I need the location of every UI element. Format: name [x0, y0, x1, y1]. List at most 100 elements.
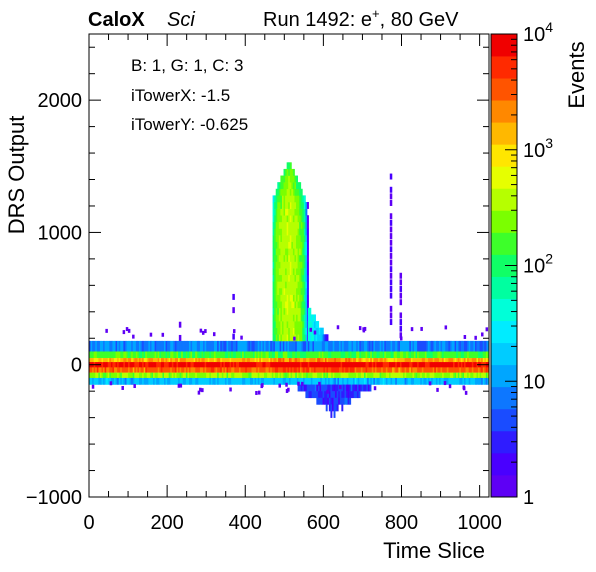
- heatmap-cell-pulse: [294, 274, 297, 282]
- heatmap-cell-baseline: [295, 358, 298, 363]
- heatmap-cell-baseline: [145, 372, 148, 379]
- heatmap-cell-pulse: [306, 274, 309, 282]
- heatmap-cell-baseline: [107, 377, 110, 385]
- heatmap-cell-baseline: [249, 362, 252, 368]
- heatmap-cell-baseline: [99, 367, 102, 373]
- heatmap-cell-baseline: [98, 377, 101, 385]
- heatmap-cell-baseline: [95, 372, 98, 379]
- heatmap-cell-pulse: [305, 254, 308, 262]
- heatmap-cell-baseline: [328, 372, 331, 379]
- heatmap-cell-baseline: [384, 340, 387, 352]
- heatmap-cell-pulse: [285, 321, 288, 328]
- heatmap-cell-undershoot: [335, 404, 338, 412]
- heatmap-cell-undershoot: [300, 384, 303, 392]
- heatmap-cell-pulse: [281, 327, 284, 335]
- heatmap-cell-baseline: [353, 367, 356, 373]
- heatmap-cell-baseline: [104, 367, 107, 373]
- heatmap-cell-baseline: [206, 372, 209, 379]
- heatmap-cell-undershoot: [325, 404, 328, 412]
- heatmap-cell-pulse: [281, 248, 284, 256]
- heatmap-cell-baseline: [318, 362, 321, 368]
- heatmap-cell-baseline: [445, 340, 448, 352]
- heatmap-cell-pulse: [280, 307, 283, 315]
- heatmap-cell-baseline: [468, 372, 471, 379]
- heatmap-cell-baseline: [320, 340, 323, 352]
- heatmap-cell-baseline: [215, 340, 218, 352]
- heatmap-cell-baseline: [437, 377, 440, 385]
- heatmap-cell-baseline: [157, 340, 160, 352]
- heatmap-cell-pulse: [306, 268, 309, 276]
- heatmap-cell-pulse: [306, 261, 309, 269]
- heatmap-cell-pulse: [272, 235, 275, 242]
- heatmap-cell-baseline: [245, 358, 248, 363]
- heatmap-cell-baseline: [298, 351, 301, 359]
- heatmap-cell-baseline: [260, 377, 263, 385]
- heatmap-cell-pulse: [280, 235, 283, 242]
- heatmap-cell-baseline: [265, 377, 268, 385]
- heatmap-cell-baseline: [264, 367, 266, 373]
- heatmap-cell-baseline: [464, 372, 466, 379]
- heatmap-cell-baseline: [190, 362, 193, 368]
- heatmap-cell-baseline: [373, 358, 376, 363]
- heatmap-cell-baseline: [329, 351, 332, 359]
- heatmap-cell-pulse: [296, 221, 298, 229]
- heatmap-cell-sparse: [232, 333, 235, 340]
- heatmap-cell-baseline: [367, 340, 370, 352]
- heatmap-cell-baseline: [231, 351, 234, 359]
- heatmap-cell-pulse: [280, 287, 283, 295]
- heatmap-cell-tail: [323, 334, 326, 342]
- heatmap-cell-baseline: [467, 340, 470, 352]
- heatmap-cell-baseline: [432, 358, 435, 363]
- heatmap-cell-baseline: [370, 372, 373, 379]
- heatmap-cell-baseline: [207, 377, 210, 385]
- heatmap-cell-baseline: [421, 377, 424, 385]
- heatmap-cell-pulse: [294, 175, 297, 183]
- heatmap-cell-baseline: [117, 358, 120, 363]
- heatmap-cell-pulse: [300, 301, 303, 309]
- color-bar-segment: [491, 188, 517, 211]
- heatmap-cell-pulse: [296, 228, 298, 236]
- heatmap-cell-baseline: [434, 340, 437, 352]
- heatmap-cell-pulse: [303, 261, 306, 269]
- heatmap-cell-baseline: [231, 340, 234, 352]
- heatmap-cell-baseline: [337, 367, 340, 373]
- heatmap-cell-pulse: [296, 294, 298, 302]
- heatmap-cell-baseline: [401, 362, 404, 368]
- heatmap-cell-baseline: [401, 367, 404, 373]
- heatmap-cell-undershoot: [306, 384, 309, 392]
- heatmap-cell-pulse: [302, 327, 305, 335]
- heatmap-cell-baseline: [321, 358, 324, 363]
- heatmap-cell-baseline: [279, 377, 282, 385]
- heatmap-cell-baseline: [307, 358, 310, 363]
- heatmap-cell-baseline: [440, 358, 443, 363]
- heatmap-cell-baseline: [389, 362, 391, 368]
- heatmap-cell-baseline: [164, 367, 166, 373]
- heatmap-cell-pulse: [305, 241, 308, 249]
- heatmap-cell-pulse: [281, 221, 284, 229]
- color-bar-segment: [491, 254, 517, 277]
- heatmap-cell-noise: [125, 327, 129, 332]
- heatmap-cell-pulse: [280, 274, 283, 282]
- heatmap-cell-pulse: [278, 274, 281, 282]
- heatmap-cell-baseline: [435, 340, 438, 352]
- heatmap-cell-baseline: [349, 351, 352, 359]
- heatmap-cell-baseline: [167, 367, 170, 373]
- heatmap-cell-baseline: [437, 340, 440, 352]
- heatmap-cell-noise: [444, 325, 448, 330]
- heatmap-cell-baseline: [132, 340, 135, 352]
- heatmap-cell-baseline: [351, 367, 354, 373]
- heatmap-cell-undershoot: [355, 391, 358, 399]
- heatmap-cell-baseline: [384, 367, 387, 373]
- heatmap-cell-baseline: [449, 372, 452, 379]
- heatmap-cell-baseline: [299, 340, 302, 352]
- heatmap-cell-baseline: [114, 362, 116, 368]
- heatmap-cell-baseline: [409, 367, 412, 373]
- heatmap-cell-baseline: [98, 340, 101, 352]
- heatmap-cell-undershoot: [367, 384, 370, 392]
- heatmap-cell-baseline: [418, 377, 421, 385]
- heatmap-cell-baseline: [390, 377, 393, 385]
- heatmap-cell-baseline: [107, 362, 110, 368]
- heatmap-cell-undershoot: [316, 391, 319, 399]
- heatmap-cell-pulse: [272, 294, 275, 302]
